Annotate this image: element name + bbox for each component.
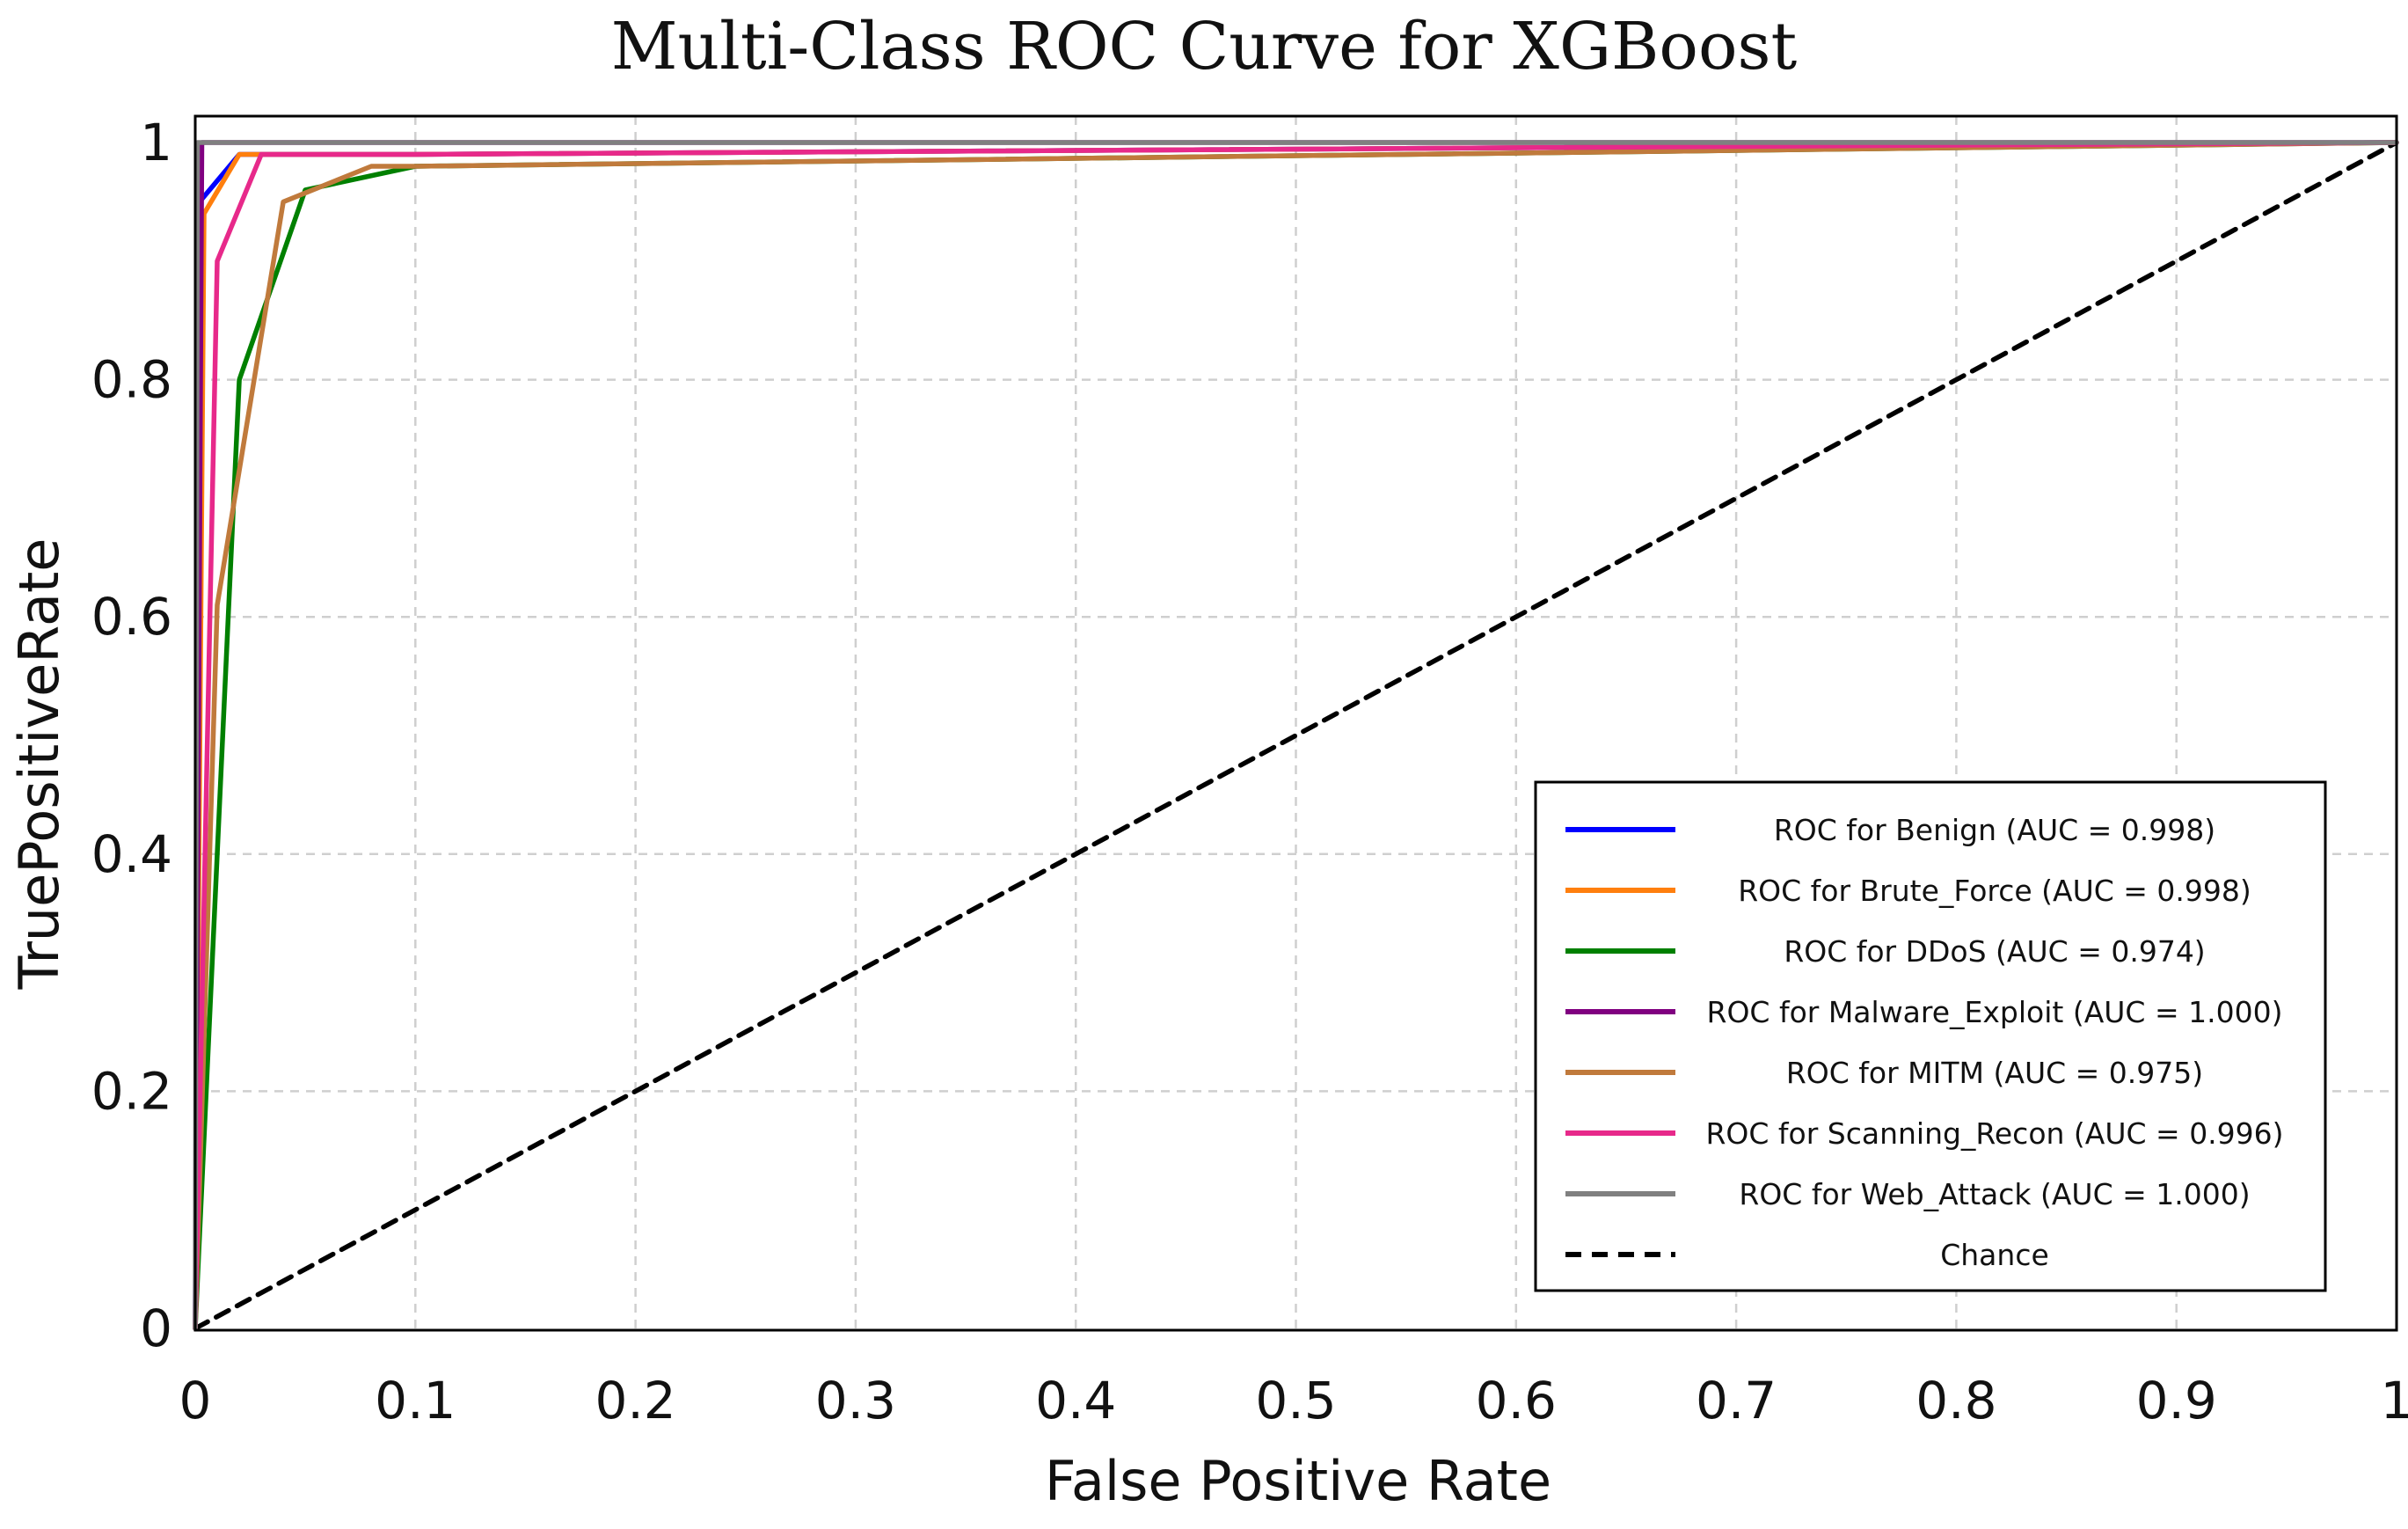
x-tick-label: 0.1 xyxy=(375,1371,456,1430)
legend-entry-roc-for-web-attack: ROC for Web_Attack (AUC = 1.000) xyxy=(1739,1177,2250,1211)
x-axis-label: False Positive Rate xyxy=(1045,1449,1551,1513)
legend-entry-roc-for-ddos: ROC for DDoS (AUC = 0.974) xyxy=(1784,934,2205,969)
legend-entry-roc-for-scanning-recon: ROC for Scanning_Recon (AUC = 0.996) xyxy=(1705,1116,2283,1151)
legend-entry-roc-for-malware-exploit: ROC for Malware_Exploit (AUC = 1.000) xyxy=(1707,995,2283,1029)
x-tick-label: 0.6 xyxy=(1476,1371,1557,1430)
y-tick-label: 0.6 xyxy=(91,587,172,647)
legend-entry-roc-for-benign: ROC for Benign (AUC = 0.998) xyxy=(1774,813,2215,847)
x-tick-label: 0.7 xyxy=(1696,1371,1777,1430)
chart-title: Multi-Class ROC Curve for XGBoost xyxy=(611,9,1798,84)
y-tick-label: 0.4 xyxy=(91,824,172,884)
x-tick-label: 0.3 xyxy=(815,1371,896,1430)
y-tick-label: 1 xyxy=(140,113,172,172)
x-tick-label: 0.4 xyxy=(1035,1371,1116,1430)
legend-box xyxy=(1534,780,2327,1292)
curve-chance xyxy=(193,140,2399,1331)
y-tick-label: 0 xyxy=(140,1299,172,1358)
y-axis-label: TruePositiveRate xyxy=(7,538,71,991)
x-axis-ticks: 0 0.1 0.2 0.3 0.4 0.5 0.6 0.7 0.8 0.9 1 xyxy=(179,1371,2408,1430)
x-tick-label: 1 xyxy=(2381,1371,2408,1430)
legend: ROC for Benign (AUC = 0.998) ROC for Brut… xyxy=(1534,780,2327,1292)
grid xyxy=(195,116,2397,1330)
y-axis-ticks: 0 0.2 0.4 0.6 0.8 1 xyxy=(91,113,172,1358)
legend-entry-chance: Chance xyxy=(1940,1238,2049,1272)
y-tick-label: 0.2 xyxy=(91,1061,172,1121)
legend-entry-roc-for-brute-force: ROC for Brute_Force (AUC = 0.998) xyxy=(1738,874,2251,908)
x-tick-label: 0.9 xyxy=(2136,1371,2217,1430)
x-tick-label: 0.8 xyxy=(1915,1371,1996,1430)
legend-entry-roc-for-mitm: ROC for MITM (AUC = 0.975) xyxy=(1786,1056,2203,1090)
curve-roc-for-scanning-recon xyxy=(193,140,2399,1331)
curve-roc-for-mitm xyxy=(193,140,2399,1331)
x-tick-label: 0 xyxy=(179,1371,212,1430)
x-tick-label: 0.5 xyxy=(1255,1371,1336,1430)
plot-frame xyxy=(193,114,2398,1332)
x-tick-label: 0.2 xyxy=(595,1371,675,1430)
y-tick-label: 0.8 xyxy=(91,350,172,410)
